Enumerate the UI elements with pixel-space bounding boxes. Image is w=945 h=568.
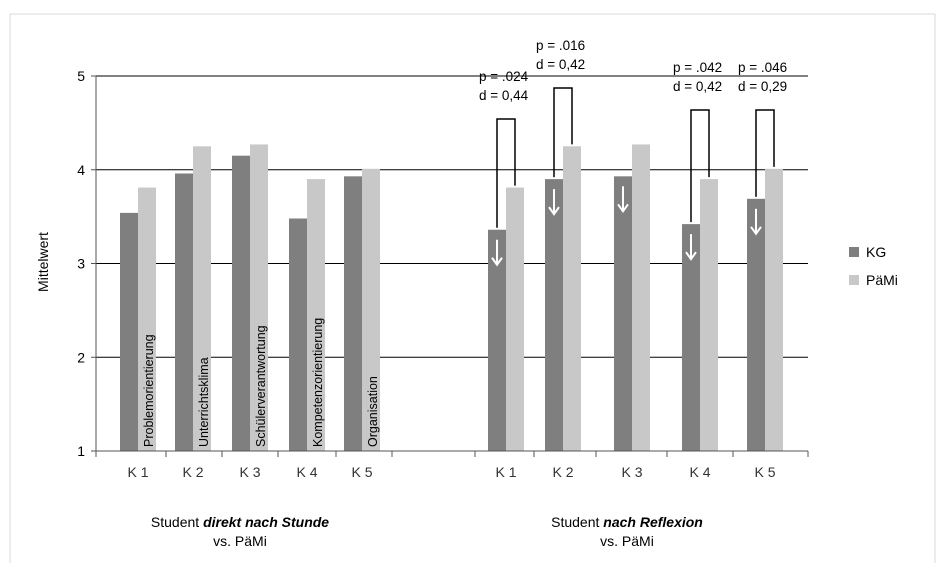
y-tick-label: 1 (77, 443, 85, 459)
bar-paemi (563, 146, 581, 451)
down-arrow-head (617, 203, 629, 214)
bar-kg (232, 155, 250, 451)
x-tick-label: K 3 (621, 464, 642, 480)
down-arrow-head (685, 251, 697, 261)
bar-kg (488, 229, 506, 451)
legend-label: PäMi (866, 272, 898, 288)
bar-paemi (138, 187, 156, 451)
p-value-label: p = .046 (738, 60, 787, 75)
bar-kg (747, 198, 765, 451)
bar-paemi (700, 179, 718, 451)
group-title-emphasis: direkt nach Stunde (203, 514, 329, 530)
down-arrow-head (548, 206, 560, 216)
x-tick-label: K 3 (239, 464, 260, 480)
p-value-label: p = .042 (673, 60, 722, 75)
bar-kg (614, 176, 632, 451)
x-tick-label: K 1 (495, 464, 516, 480)
bar-kg (545, 179, 563, 451)
bar-kg (682, 224, 700, 451)
x-tick-label: K 1 (127, 464, 148, 480)
bar-paemi (362, 168, 380, 451)
x-tick-label: K 4 (689, 464, 710, 480)
x-tick-label: K 2 (552, 464, 573, 480)
bar-paemi (307, 179, 325, 451)
bar-label: Kompetenzorientierung (311, 318, 325, 447)
bar-label: Organisation (366, 376, 380, 447)
significance-bracket (496, 118, 516, 228)
group-subtitle: vs. PäMi (213, 533, 267, 549)
bar-paemi (632, 144, 650, 451)
y-axis-label: Mittelwert (35, 232, 51, 292)
x-tick-label: K 4 (296, 464, 317, 480)
significance-bracket (755, 109, 775, 197)
y-tick-label: 2 (77, 349, 85, 365)
effect-size-label: d = 0,42 (673, 79, 722, 94)
bar-label: Unterrichtsklima (197, 357, 211, 447)
x-tick-label: K 5 (351, 464, 372, 480)
significance-bracket (553, 87, 573, 178)
group-title-emphasis: nach Reflexion (603, 514, 703, 530)
effect-size-label: d = 0,42 (536, 57, 585, 72)
bar-kg (175, 173, 193, 451)
legend-swatch-kg (849, 247, 859, 257)
down-arrow-head (491, 257, 503, 267)
y-tick-label: 5 (77, 68, 85, 84)
down-arrow-head (750, 226, 762, 236)
bar-kg (289, 218, 307, 451)
y-tick-label: 3 (77, 256, 85, 272)
bar-kg (344, 176, 362, 451)
y-tick-label: 4 (77, 162, 85, 178)
bar-paemi (765, 168, 783, 451)
legend-swatch-paemi (849, 275, 859, 285)
p-value-label: p = .016 (536, 38, 585, 53)
x-tick-label: K 2 (182, 464, 203, 480)
group-title: Student nach Reflexion (551, 514, 703, 530)
bar-kg (120, 212, 138, 451)
p-value-label: p = .024 (479, 69, 529, 84)
bar-paemi (250, 144, 268, 451)
effect-size-label: d = 0,29 (738, 79, 787, 94)
bar-paemi (506, 187, 524, 451)
effect-size-label: d = 0,44 (479, 88, 529, 103)
bar-paemi (193, 146, 211, 451)
legend-label: KG (866, 244, 886, 260)
significance-bracket (690, 109, 710, 223)
x-tick-label: K 5 (754, 464, 775, 480)
group-title-prefix: Student (551, 514, 603, 530)
bar-label: Problemorientierung (142, 334, 156, 447)
group-subtitle: vs. PäMi (600, 533, 654, 549)
group-title-prefix: Student (151, 514, 203, 530)
bar-label: Schülerverantwortung (254, 325, 268, 447)
group-title: Student direkt nach Stunde (151, 514, 329, 530)
